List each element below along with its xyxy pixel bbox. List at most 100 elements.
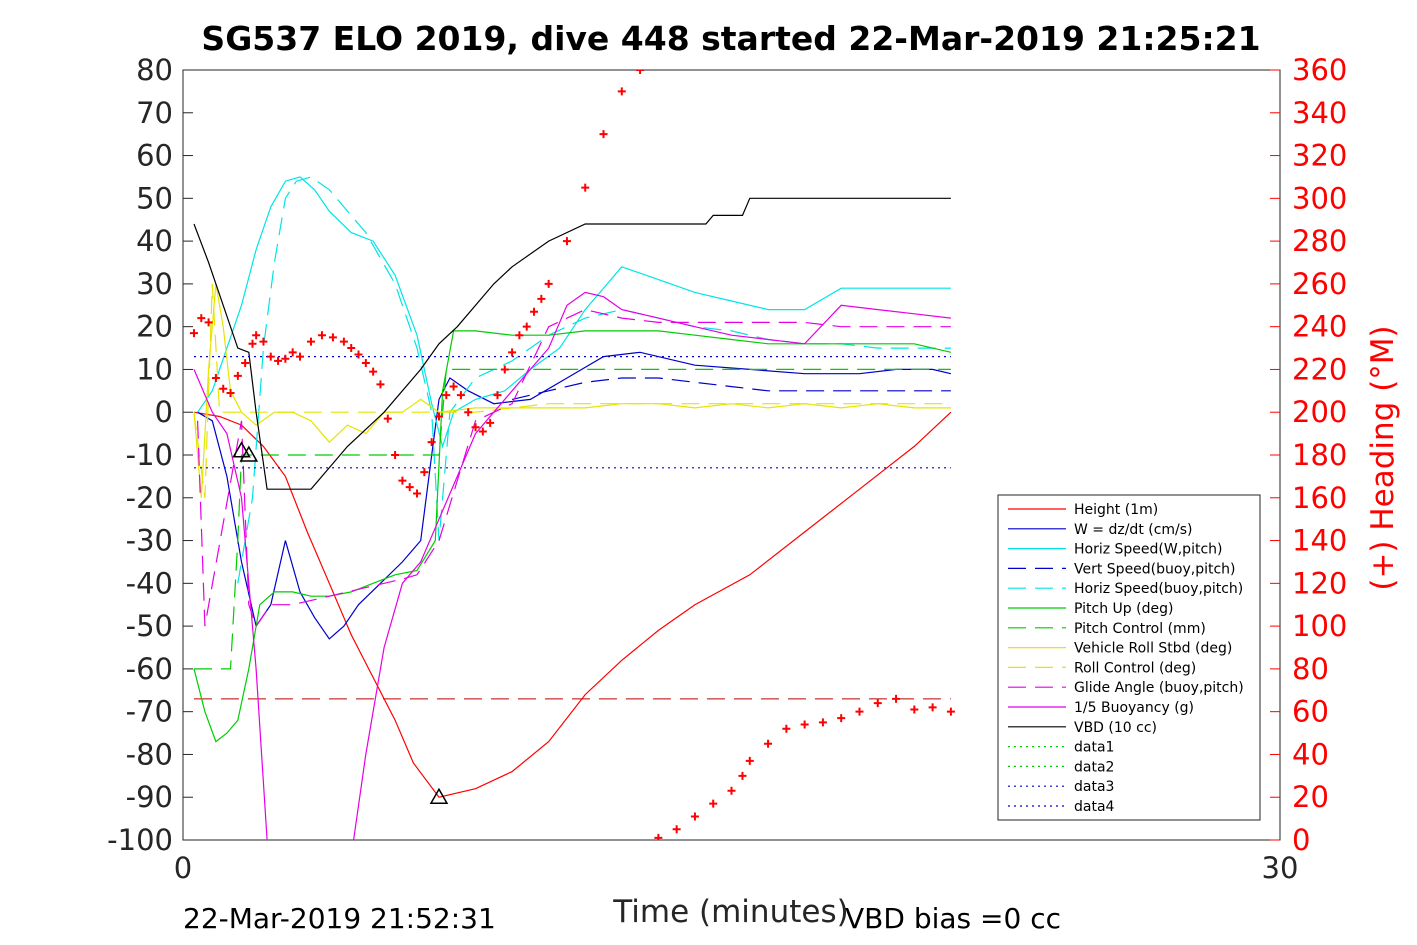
y-tick-label: -50: [126, 609, 173, 643]
y2-tick-label: 260: [1292, 267, 1347, 301]
heading-point: [211, 374, 220, 382]
heading-point: [317, 331, 326, 340]
heading-point: [266, 352, 275, 361]
legend-label: Height (1m): [1074, 502, 1158, 518]
y-tick-label: 30: [136, 267, 173, 301]
heading-point: [486, 418, 495, 427]
footer-timestamp: 22-Mar-2019 21:52:31: [183, 902, 496, 935]
series-line-6: [193, 330, 952, 743]
y2-tick-label: 0: [1292, 823, 1310, 857]
heading-point: [398, 476, 407, 485]
heading-point: [617, 87, 626, 96]
heading-point: [837, 714, 846, 723]
y2-tick-label: 340: [1292, 96, 1347, 130]
y2-tick-label: 280: [1292, 224, 1347, 258]
heading-point: [248, 339, 257, 348]
heading-point: [599, 130, 608, 139]
heading-point: [522, 322, 531, 331]
heading-point: [354, 350, 363, 359]
axis-ticks: 80706050403020100-10-20-30-40-50-60-70-8…: [107, 53, 1347, 885]
heading-point: [478, 427, 487, 436]
heading-point: [376, 380, 385, 389]
series-line-11: [193, 291, 951, 840]
series-line-12: [193, 197, 951, 490]
heading-point: [500, 365, 509, 374]
heading-point: [581, 183, 590, 192]
y-tick-label: -80: [126, 737, 173, 771]
heading-point: [339, 337, 348, 346]
y2-tick-label: 60: [1292, 695, 1329, 729]
y-tick-label: -20: [126, 481, 173, 515]
triangle-marker: [239, 445, 259, 462]
y2-tick-label: 100: [1292, 609, 1347, 643]
heading-point: [727, 786, 736, 795]
legend-label: Pitch Control (mm): [1074, 621, 1206, 637]
heading-point: [530, 307, 539, 316]
heading-point: [654, 833, 663, 840]
y-tick-label: 10: [136, 352, 173, 386]
series-line-7: [194, 368, 951, 670]
legend-label: Vert Speed(buoy,pitch): [1074, 561, 1236, 577]
y2-tick-label: 180: [1292, 438, 1347, 472]
heading-point: [636, 70, 645, 74]
heading-point: [464, 408, 473, 417]
heading-point: [427, 438, 436, 447]
y2-tick-label: 360: [1292, 53, 1347, 87]
y2-tick-label: 160: [1292, 481, 1347, 515]
heading-point: [296, 352, 305, 361]
heading-point: [493, 391, 502, 400]
heading-point: [288, 348, 297, 357]
legend-label: data2: [1074, 759, 1114, 775]
heading-point: [855, 707, 864, 716]
y2-tick-label: 80: [1292, 652, 1329, 686]
triangle-markers: [232, 441, 449, 804]
heading-point: [226, 388, 235, 397]
heading-point: [928, 703, 937, 712]
heading-point: [189, 329, 198, 338]
heading-point: [369, 367, 378, 376]
triangle-marker: [429, 787, 449, 804]
y-tick-label: -30: [126, 524, 173, 558]
y-tick-label: 40: [136, 224, 173, 258]
legend-label: Roll Control (deg): [1074, 660, 1196, 676]
heading-point: [347, 344, 356, 353]
heading-point: [259, 337, 268, 346]
heading-point: [204, 318, 213, 327]
heading-point: [413, 489, 422, 498]
heading-point: [361, 359, 370, 368]
y2-tick-label: 40: [1292, 737, 1329, 771]
legend-label: W = dz/dt (cm/s): [1074, 522, 1193, 538]
series-line-8: [193, 283, 951, 498]
y-tick-label: 0: [155, 395, 173, 429]
heading-point: [818, 718, 827, 727]
legend-label: data1: [1074, 740, 1114, 756]
legend-label: Pitch Up (deg): [1074, 601, 1173, 617]
heading-point: [420, 468, 429, 477]
y2-axis-label: (+) Heading (°M): [1365, 325, 1401, 590]
heading-point: [537, 294, 546, 303]
heading-point: [800, 720, 809, 729]
heading-point: [219, 384, 228, 393]
heading-point: [544, 279, 553, 288]
series-line-4: [511, 377, 951, 400]
heading-point: [456, 391, 465, 400]
heading-point: [672, 825, 681, 834]
y2-tick-label: 240: [1292, 310, 1347, 344]
heading-point: [690, 812, 699, 821]
heading-point: [442, 391, 451, 400]
y2-tick-label: 220: [1292, 352, 1347, 386]
series-line-9: [193, 283, 951, 498]
y2-tick-label: 20: [1292, 780, 1329, 814]
heading-point: [515, 331, 524, 340]
heading-point: [745, 756, 754, 765]
legend-label: Horiz Speed(W,pitch): [1074, 542, 1222, 558]
x-tick-label: 30: [1262, 851, 1299, 885]
heading-points: [189, 70, 955, 840]
y2-tick-label: 120: [1292, 566, 1347, 600]
heading-point: [233, 371, 242, 380]
heading-point: [471, 423, 480, 432]
heading-point: [738, 771, 747, 780]
heading-point: [709, 799, 718, 808]
y-tick-label: -40: [126, 566, 173, 600]
